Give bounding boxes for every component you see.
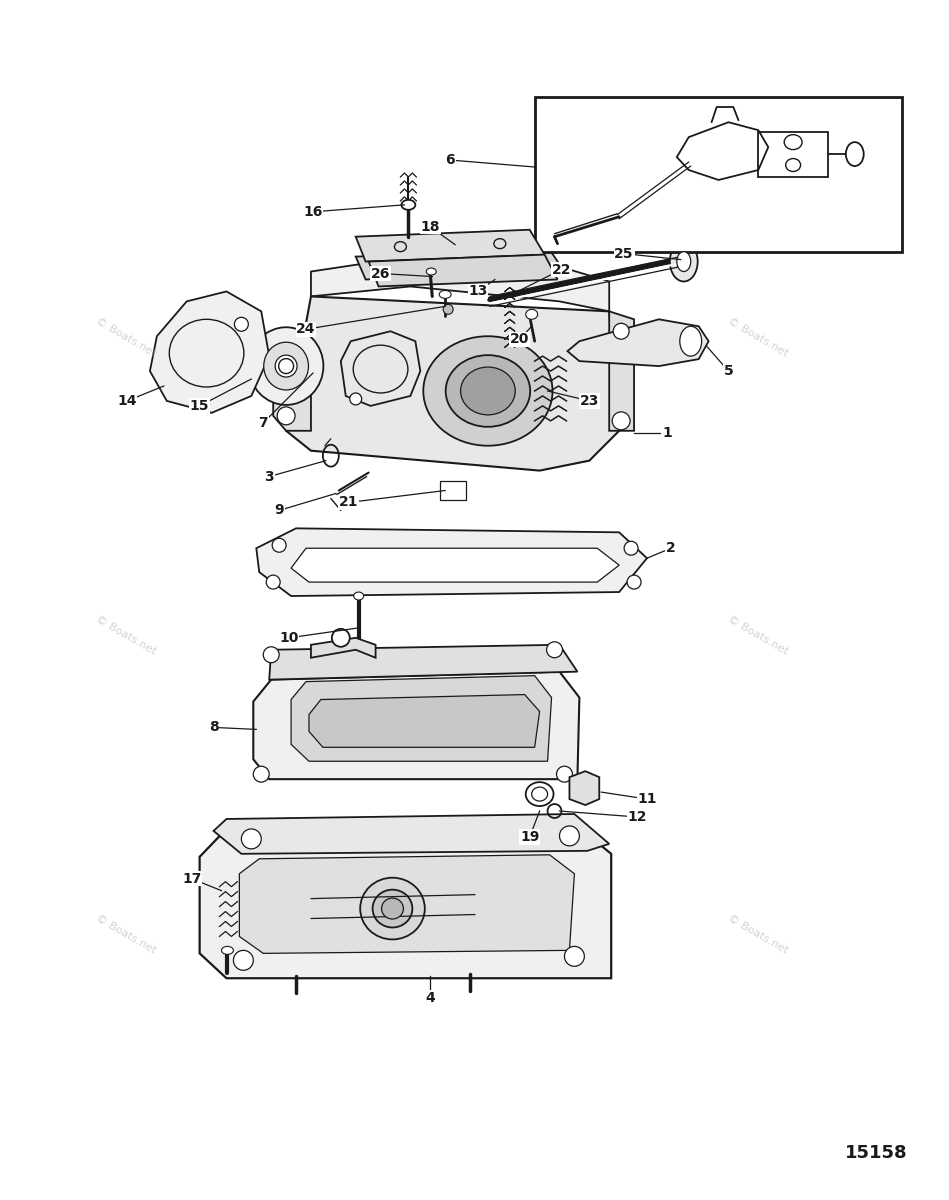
Polygon shape	[286, 296, 619, 470]
Ellipse shape	[426, 268, 437, 275]
Ellipse shape	[241, 829, 261, 848]
Ellipse shape	[612, 412, 630, 430]
Text: 17: 17	[182, 871, 201, 886]
Polygon shape	[214, 814, 609, 854]
Ellipse shape	[526, 310, 538, 319]
Text: © Boats.net: © Boats.net	[94, 316, 158, 359]
Polygon shape	[253, 672, 580, 779]
Ellipse shape	[350, 392, 362, 404]
Bar	[440, 480, 466, 500]
Polygon shape	[356, 250, 565, 280]
Ellipse shape	[275, 355, 297, 377]
Text: 1: 1	[662, 426, 672, 439]
Text: 22: 22	[551, 263, 571, 276]
Text: 21: 21	[339, 496, 359, 510]
Text: 5: 5	[724, 364, 734, 378]
Polygon shape	[309, 695, 540, 748]
Text: 9: 9	[274, 504, 284, 517]
Ellipse shape	[677, 252, 691, 271]
Text: © Boats.net: © Boats.net	[94, 913, 158, 955]
Text: © Boats.net: © Boats.net	[94, 614, 158, 658]
Ellipse shape	[446, 355, 530, 427]
Text: 2: 2	[666, 541, 676, 556]
Ellipse shape	[613, 323, 629, 340]
Text: 19: 19	[520, 830, 539, 844]
Ellipse shape	[443, 305, 453, 314]
Ellipse shape	[277, 407, 295, 425]
Ellipse shape	[556, 767, 572, 782]
Text: © Boats.net: © Boats.net	[726, 614, 790, 658]
Polygon shape	[256, 528, 647, 596]
Polygon shape	[569, 772, 599, 805]
Polygon shape	[311, 638, 376, 658]
Polygon shape	[609, 311, 634, 431]
Polygon shape	[150, 292, 270, 413]
Text: 4: 4	[425, 991, 436, 1006]
Text: 12: 12	[627, 810, 647, 824]
Polygon shape	[311, 257, 609, 311]
Text: 8: 8	[209, 720, 218, 734]
Text: 14: 14	[118, 394, 137, 408]
Ellipse shape	[846, 142, 864, 166]
Ellipse shape	[679, 326, 701, 356]
Text: © Boats.net: © Boats.net	[726, 316, 790, 359]
Ellipse shape	[267, 575, 280, 589]
Text: 3: 3	[265, 469, 274, 484]
Ellipse shape	[263, 647, 279, 662]
Text: 23: 23	[580, 394, 599, 408]
Polygon shape	[199, 824, 611, 978]
Ellipse shape	[560, 826, 580, 846]
Polygon shape	[239, 854, 574, 953]
Ellipse shape	[439, 290, 451, 299]
Ellipse shape	[253, 767, 270, 782]
Polygon shape	[356, 229, 545, 262]
Text: 11: 11	[637, 792, 657, 806]
Text: 15: 15	[190, 398, 210, 413]
Ellipse shape	[233, 950, 253, 971]
Text: 10: 10	[279, 631, 299, 644]
Polygon shape	[291, 548, 619, 582]
Polygon shape	[568, 319, 709, 366]
Ellipse shape	[401, 200, 416, 210]
Text: 24: 24	[296, 323, 316, 336]
Ellipse shape	[249, 328, 324, 404]
Text: 20: 20	[510, 332, 530, 347]
Polygon shape	[341, 331, 420, 406]
Ellipse shape	[354, 592, 363, 600]
Text: 13: 13	[468, 284, 488, 299]
Ellipse shape	[460, 367, 515, 415]
Text: 18: 18	[420, 220, 440, 234]
Ellipse shape	[373, 889, 413, 928]
Ellipse shape	[547, 642, 563, 658]
Ellipse shape	[332, 629, 350, 647]
Polygon shape	[368, 254, 557, 287]
Polygon shape	[273, 341, 311, 431]
Text: 15158: 15158	[845, 1145, 907, 1163]
Text: 16: 16	[304, 205, 323, 218]
Text: 6: 6	[445, 154, 455, 167]
Ellipse shape	[264, 342, 308, 390]
Ellipse shape	[565, 947, 585, 966]
Polygon shape	[270, 644, 577, 679]
Ellipse shape	[627, 575, 641, 589]
Ellipse shape	[361, 877, 425, 940]
Text: 7: 7	[258, 416, 268, 430]
Ellipse shape	[234, 317, 249, 331]
Ellipse shape	[670, 241, 698, 282]
Ellipse shape	[624, 541, 638, 556]
Ellipse shape	[221, 947, 233, 954]
Ellipse shape	[423, 336, 552, 445]
Text: 26: 26	[371, 266, 390, 281]
Ellipse shape	[381, 898, 403, 919]
Text: 25: 25	[614, 247, 634, 260]
Ellipse shape	[272, 539, 286, 552]
Polygon shape	[291, 676, 551, 761]
Bar	[534, 97, 902, 252]
Text: © Boats.net: © Boats.net	[726, 913, 790, 955]
